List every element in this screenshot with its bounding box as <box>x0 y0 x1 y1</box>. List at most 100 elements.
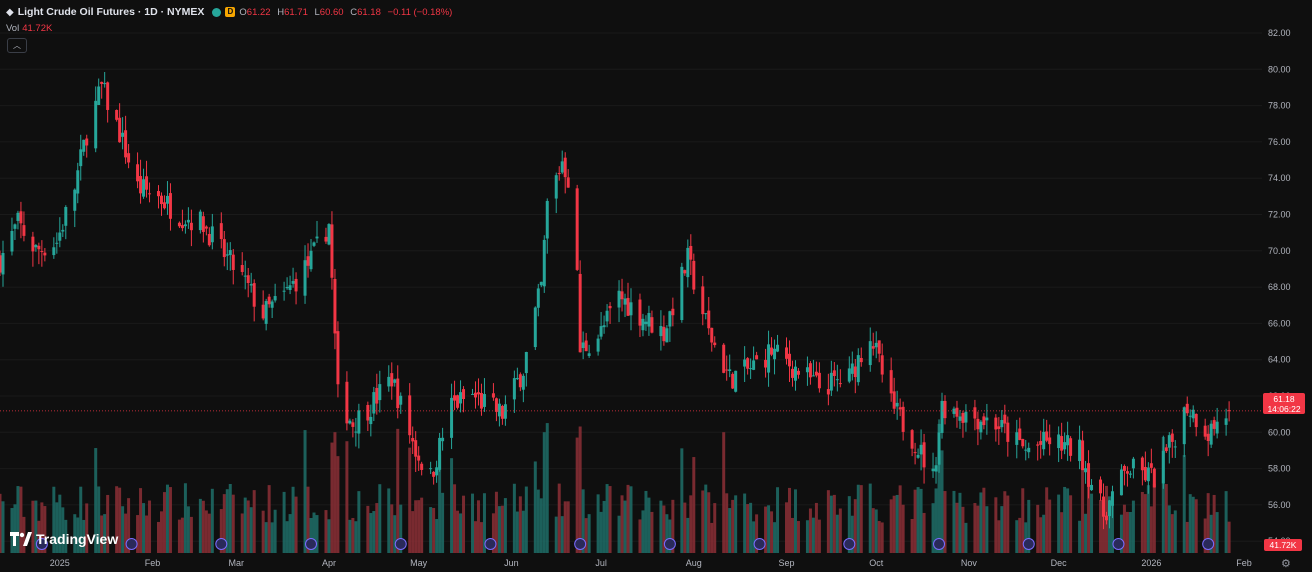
volume-bar <box>210 488 214 553</box>
candle-body <box>880 355 884 375</box>
settings-gear-icon[interactable]: ⚙ <box>1281 558 1291 570</box>
candle-body <box>931 468 935 472</box>
symbol-title[interactable]: Light Crude Oil Futures · 1D · NYMEX <box>17 6 205 18</box>
candle-body <box>482 394 486 407</box>
candle-body <box>450 397 454 438</box>
volume-bar <box>853 499 857 553</box>
volume-bar <box>165 484 169 553</box>
volume-bar <box>1209 514 1213 553</box>
volume-bar <box>450 458 454 553</box>
volume-bar <box>435 519 439 553</box>
volume-bar <box>578 426 582 553</box>
volume-bar <box>838 508 842 553</box>
candle-body <box>689 246 693 260</box>
volume-bar <box>704 484 708 553</box>
volume-bar <box>647 497 651 553</box>
candle-body <box>462 389 466 400</box>
volume-bar <box>136 515 140 553</box>
last-volume-tag: 41.72K <box>1264 539 1302 551</box>
collapse-chevron-icon[interactable]: ︿ <box>7 38 27 53</box>
candle-body <box>148 193 152 195</box>
volume-bar <box>584 518 588 553</box>
volume-bar <box>1173 510 1177 553</box>
volume-bar <box>64 519 68 553</box>
volume-bar <box>240 513 244 553</box>
volume-bar <box>512 483 516 553</box>
volume-bar <box>898 485 902 553</box>
time-tick-label: Feb <box>1236 558 1252 568</box>
volume-bar <box>1185 521 1189 553</box>
volume-bar <box>189 516 193 553</box>
candle-body <box>1 252 5 275</box>
time-tick-label: Dec <box>1051 558 1068 568</box>
volume-bar <box>922 512 926 553</box>
volume-bar <box>683 502 687 553</box>
tradingview-logo[interactable]: TradingView <box>10 531 118 547</box>
volume-bar <box>330 442 334 553</box>
price-tick-label: 72.00 <box>1268 210 1291 220</box>
volume-bar <box>542 432 546 553</box>
volume-bar <box>560 516 564 553</box>
event-marker-icon <box>215 538 228 550</box>
volume-bar <box>476 500 480 553</box>
price-tick-label: 76.00 <box>1268 137 1291 147</box>
volume-bar <box>581 489 585 553</box>
volume-bar <box>497 506 501 553</box>
candle-body <box>136 164 140 182</box>
volume-bar <box>785 502 789 553</box>
volume-bar <box>829 495 833 553</box>
candle-body <box>922 442 926 468</box>
candle-body <box>94 100 98 149</box>
candle-body <box>874 342 878 348</box>
volume-bar <box>148 500 152 553</box>
volume-bar <box>895 494 899 553</box>
candle-body <box>749 368 753 370</box>
candle-body <box>43 252 47 256</box>
volume-bar <box>1063 486 1067 553</box>
volume-bar <box>291 486 295 553</box>
price-tick-label: 64.00 <box>1268 355 1291 365</box>
volume-bar <box>979 492 983 553</box>
candle-body <box>55 242 59 244</box>
candle-body <box>895 402 899 407</box>
time-tick-label: 2026 <box>1141 558 1161 568</box>
candle-body <box>871 346 875 349</box>
candle-body <box>1090 484 1094 491</box>
volume-bar <box>219 509 223 553</box>
price-tick-label: 56.00 <box>1268 500 1291 510</box>
candle-body <box>626 297 630 316</box>
volume-bar <box>1015 520 1019 553</box>
volume-bar <box>139 488 143 553</box>
candle-body <box>764 359 768 368</box>
volume-bar <box>943 491 947 553</box>
candle-body <box>97 86 101 105</box>
candle-body <box>692 260 696 290</box>
candle-body <box>937 432 941 465</box>
candle-body <box>438 437 442 470</box>
candle-body <box>124 130 128 158</box>
candle-body <box>31 236 35 252</box>
volume-bar <box>1215 512 1219 553</box>
candle-body <box>668 311 672 327</box>
candle-body <box>755 355 759 360</box>
volume-bar <box>832 494 836 553</box>
volume-bar <box>222 494 226 553</box>
candle-body <box>333 278 337 334</box>
volume-bar <box>692 457 696 553</box>
candle-body <box>34 244 38 248</box>
candle-body <box>1206 433 1210 441</box>
candle-drop-icon: ◆ <box>6 6 14 18</box>
candle-body <box>770 347 774 355</box>
volume-bar <box>106 494 110 553</box>
candle-body <box>189 222 193 231</box>
volume-bar <box>82 519 86 553</box>
volume-bar <box>345 441 349 553</box>
candle-body <box>420 463 424 470</box>
candle-body <box>100 81 104 84</box>
candle-body <box>82 139 86 152</box>
candle-body <box>1015 432 1019 445</box>
volume-bar <box>414 500 418 553</box>
candle-body <box>826 389 830 395</box>
volume-bar <box>500 505 504 553</box>
